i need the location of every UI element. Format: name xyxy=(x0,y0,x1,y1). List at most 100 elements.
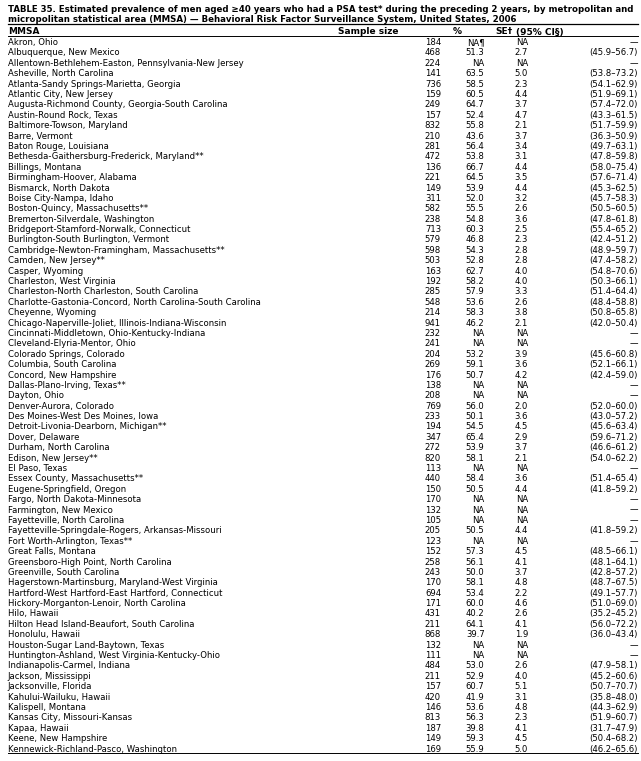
Text: 55.9: 55.9 xyxy=(466,744,485,753)
Text: 4.2: 4.2 xyxy=(515,371,528,380)
Text: 582: 582 xyxy=(425,204,441,213)
Text: Houston-Sugar Land-Baytown, Texas: Houston-Sugar Land-Baytown, Texas xyxy=(8,641,164,650)
Text: NA: NA xyxy=(472,495,485,505)
Text: 311: 311 xyxy=(425,194,441,203)
Text: 149: 149 xyxy=(425,183,441,193)
Text: 53.8: 53.8 xyxy=(466,152,485,161)
Text: 233: 233 xyxy=(425,412,441,421)
Text: Great Falls, Montana: Great Falls, Montana xyxy=(8,547,96,556)
Text: (56.0–72.2): (56.0–72.2) xyxy=(590,620,638,629)
Text: Fayetteville, North Carolina: Fayetteville, North Carolina xyxy=(8,516,124,525)
Text: (48.5–66.1): (48.5–66.1) xyxy=(589,547,638,556)
Text: 152: 152 xyxy=(425,547,441,556)
Text: 105: 105 xyxy=(425,516,441,525)
Text: (57.4–72.0): (57.4–72.0) xyxy=(590,100,638,110)
Text: 4.4: 4.4 xyxy=(515,163,528,172)
Text: Detroit-Livonia-Dearborn, Michigan**: Detroit-Livonia-Dearborn, Michigan** xyxy=(8,422,166,431)
Text: Essex County, Massachusetts**: Essex County, Massachusetts** xyxy=(8,474,143,483)
Text: Charlotte-Gastonia-Concord, North Carolina-South Carolina: Charlotte-Gastonia-Concord, North Caroli… xyxy=(8,298,261,307)
Text: (45.7–58.3): (45.7–58.3) xyxy=(589,194,638,203)
Text: 3.6: 3.6 xyxy=(515,360,528,369)
Text: (54.1–62.9): (54.1–62.9) xyxy=(590,80,638,88)
Text: Bismarck, North Dakota: Bismarck, North Dakota xyxy=(8,183,110,193)
Text: Colorado Springs, Colorado: Colorado Springs, Colorado xyxy=(8,350,124,358)
Text: 59.1: 59.1 xyxy=(466,360,485,369)
Text: 163: 163 xyxy=(425,266,441,275)
Text: 4.6: 4.6 xyxy=(515,599,528,608)
Text: Edison, New Jersey**: Edison, New Jersey** xyxy=(8,454,97,463)
Text: —: — xyxy=(629,381,638,390)
Text: NA: NA xyxy=(516,464,528,473)
Text: Austin-Round Rock, Texas: Austin-Round Rock, Texas xyxy=(8,111,117,119)
Text: 111: 111 xyxy=(425,651,441,660)
Text: (51.9–60.7): (51.9–60.7) xyxy=(590,713,638,722)
Text: Jacksonville, Florida: Jacksonville, Florida xyxy=(8,682,92,691)
Text: 41.9: 41.9 xyxy=(466,693,485,702)
Text: 813: 813 xyxy=(425,713,441,722)
Text: 2.6: 2.6 xyxy=(515,298,528,307)
Text: 694: 694 xyxy=(425,589,441,597)
Text: NA: NA xyxy=(472,391,485,400)
Text: %: % xyxy=(453,27,462,37)
Text: 238: 238 xyxy=(425,215,441,224)
Text: —: — xyxy=(629,391,638,400)
Text: 56.3: 56.3 xyxy=(466,713,485,722)
Text: 40.2: 40.2 xyxy=(466,610,485,619)
Text: 431: 431 xyxy=(425,610,441,619)
Text: Kansas City, Missouri-Kansas: Kansas City, Missouri-Kansas xyxy=(8,713,132,722)
Text: 57.3: 57.3 xyxy=(466,547,485,556)
Text: 64.7: 64.7 xyxy=(466,100,485,110)
Text: 2.1: 2.1 xyxy=(515,121,528,130)
Text: 58.3: 58.3 xyxy=(466,308,485,317)
Text: (50.3–66.1): (50.3–66.1) xyxy=(590,277,638,286)
Text: (47.8–59.8): (47.8–59.8) xyxy=(589,152,638,161)
Text: 138: 138 xyxy=(425,381,441,390)
Text: (45.9–56.7): (45.9–56.7) xyxy=(590,49,638,57)
Text: (44.3–62.9): (44.3–62.9) xyxy=(590,703,638,712)
Text: Kapaa, Hawaii: Kapaa, Hawaii xyxy=(8,724,69,733)
Text: 52.9: 52.9 xyxy=(466,672,485,681)
Text: 820: 820 xyxy=(425,454,441,463)
Text: (49.7–63.1): (49.7–63.1) xyxy=(590,142,638,151)
Text: Honolulu, Hawaii: Honolulu, Hawaii xyxy=(8,630,79,639)
Text: 3.7: 3.7 xyxy=(515,132,528,141)
Text: 241: 241 xyxy=(425,339,441,349)
Text: 56.1: 56.1 xyxy=(466,558,485,566)
Text: Indianapolis-Carmel, Indiana: Indianapolis-Carmel, Indiana xyxy=(8,661,130,670)
Text: (45.3–62.5): (45.3–62.5) xyxy=(590,183,638,193)
Text: 484: 484 xyxy=(425,661,441,670)
Text: 3.6: 3.6 xyxy=(515,474,528,483)
Text: 4.0: 4.0 xyxy=(515,672,528,681)
Text: Charleston, West Virginia: Charleston, West Virginia xyxy=(8,277,115,286)
Text: (53.8–73.2): (53.8–73.2) xyxy=(589,69,638,78)
Text: 472: 472 xyxy=(425,152,441,161)
Text: 232: 232 xyxy=(425,329,441,338)
Text: Kennewick-Richland-Pasco, Washington: Kennewick-Richland-Pasco, Washington xyxy=(8,744,177,753)
Text: (49.1–57.7): (49.1–57.7) xyxy=(590,589,638,597)
Text: —: — xyxy=(629,641,638,650)
Text: (48.9–59.7): (48.9–59.7) xyxy=(589,246,638,255)
Text: 39.8: 39.8 xyxy=(466,724,485,733)
Text: Hartford-West Hartford-East Hartford, Connecticut: Hartford-West Hartford-East Hartford, Co… xyxy=(8,589,222,597)
Text: NA: NA xyxy=(472,505,485,514)
Text: NA: NA xyxy=(516,59,528,68)
Text: Dover, Delaware: Dover, Delaware xyxy=(8,433,79,442)
Text: (50.5–60.5): (50.5–60.5) xyxy=(590,204,638,213)
Text: (42.4–51.2): (42.4–51.2) xyxy=(590,235,638,244)
Text: 4.7: 4.7 xyxy=(515,111,528,119)
Text: 184: 184 xyxy=(425,38,441,47)
Text: 258: 258 xyxy=(425,558,441,566)
Text: Durham, North Carolina: Durham, North Carolina xyxy=(8,443,110,452)
Text: SE†: SE† xyxy=(495,27,513,37)
Text: 53.9: 53.9 xyxy=(466,183,485,193)
Text: Sample size: Sample size xyxy=(338,27,399,37)
Text: 2.7: 2.7 xyxy=(515,49,528,57)
Text: 192: 192 xyxy=(425,277,441,286)
Text: (43.0–57.2): (43.0–57.2) xyxy=(590,412,638,421)
Text: 420: 420 xyxy=(425,693,441,702)
Text: 53.2: 53.2 xyxy=(466,350,485,358)
Text: 4.5: 4.5 xyxy=(515,547,528,556)
Text: 221: 221 xyxy=(425,173,441,182)
Text: 598: 598 xyxy=(425,246,441,255)
Text: El Paso, Texas: El Paso, Texas xyxy=(8,464,67,473)
